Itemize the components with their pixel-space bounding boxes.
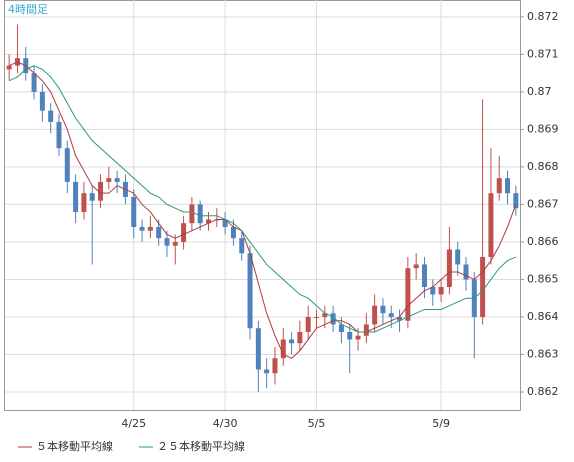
candle-body (98, 181, 104, 201)
candle-body (338, 324, 344, 332)
candle-body (413, 264, 419, 269)
candle-body (505, 178, 511, 194)
candle-body (39, 91, 45, 111)
candle-body (330, 313, 336, 325)
y-tick-label: 0.863 (527, 347, 559, 360)
candle-body (106, 178, 112, 182)
candle-body (480, 256, 486, 317)
candle-body (64, 148, 70, 182)
candle-body (172, 241, 178, 246)
legend-item: ５本移動平均線 (18, 439, 113, 453)
candle-body (73, 181, 79, 212)
candle-body (114, 178, 120, 182)
candle-body (131, 196, 137, 227)
candle-body (305, 316, 311, 332)
candle-body (372, 305, 378, 325)
y-tick-label: 0.866 (527, 235, 559, 248)
candle-body (164, 238, 170, 246)
candle-body (446, 249, 452, 287)
candle-body (139, 226, 145, 231)
candle-body (189, 204, 195, 224)
candle-body (156, 226, 162, 239)
candle-body (255, 328, 261, 370)
y-tick-label: 0.87 (527, 85, 552, 98)
candle-body (89, 193, 95, 201)
legend-label: ５本移動平均線 (36, 439, 113, 453)
candle-body (363, 324, 369, 336)
y-tick-label: 0.869 (527, 122, 559, 135)
candle-body (388, 313, 394, 317)
y-tick-label: 0.862 (527, 385, 559, 398)
timeframe-label: 4時間足 (8, 3, 48, 16)
candle-body (247, 253, 253, 329)
y-tick-label: 0.865 (527, 272, 559, 285)
candle-body (264, 369, 270, 374)
y-tick-label: 0.867 (527, 197, 559, 210)
candle-body (6, 65, 12, 70)
legend-label: ２５本移動平均線 (157, 439, 245, 453)
candle-body (222, 219, 228, 227)
x-tick-label: 4/30 (213, 417, 238, 430)
candle-body (56, 121, 62, 149)
x-tick-label: 5/5 (308, 417, 326, 430)
grid (5, 0, 520, 410)
candle-body (397, 316, 403, 321)
candle-body (455, 249, 461, 265)
candle-body (239, 238, 245, 254)
candle-body (488, 193, 494, 257)
candle-body (322, 313, 328, 317)
candle-body (230, 226, 236, 239)
y-tick-label: 0.872 (527, 10, 559, 23)
y-tick-label: 0.868 (527, 160, 559, 173)
y-tick-label: 0.871 (527, 47, 559, 60)
candle-body (421, 264, 427, 287)
candle-body (206, 219, 212, 224)
candle-body (197, 204, 203, 224)
candle-body (181, 223, 187, 242)
candle-body (297, 331, 303, 344)
candle-body (380, 305, 386, 314)
candle-body (405, 268, 411, 321)
candle-body (289, 339, 295, 344)
candle-body (438, 286, 444, 295)
candle-body (355, 335, 361, 340)
candle-body (31, 73, 37, 92)
candle-body (513, 193, 519, 209)
y-tick-label: 0.864 (527, 310, 559, 323)
candle-body (347, 331, 353, 340)
plot-frame (4, 0, 521, 411)
candle-body (81, 193, 87, 212)
candle-body (272, 358, 278, 374)
candle-body (313, 316, 319, 318)
candle-body (430, 286, 436, 295)
moving-average-line (8, 65, 517, 333)
candle-body (48, 110, 54, 122)
x-tick-label: 4/25 (121, 417, 146, 430)
x-tick-label: 5/9 (432, 417, 450, 430)
candle-body (496, 178, 502, 194)
candle-body (463, 264, 469, 280)
candle-body (280, 339, 286, 359)
moving-average-line (8, 61, 517, 359)
candle-body (147, 226, 153, 231)
legend-item: ２５本移動平均線 (139, 439, 245, 453)
